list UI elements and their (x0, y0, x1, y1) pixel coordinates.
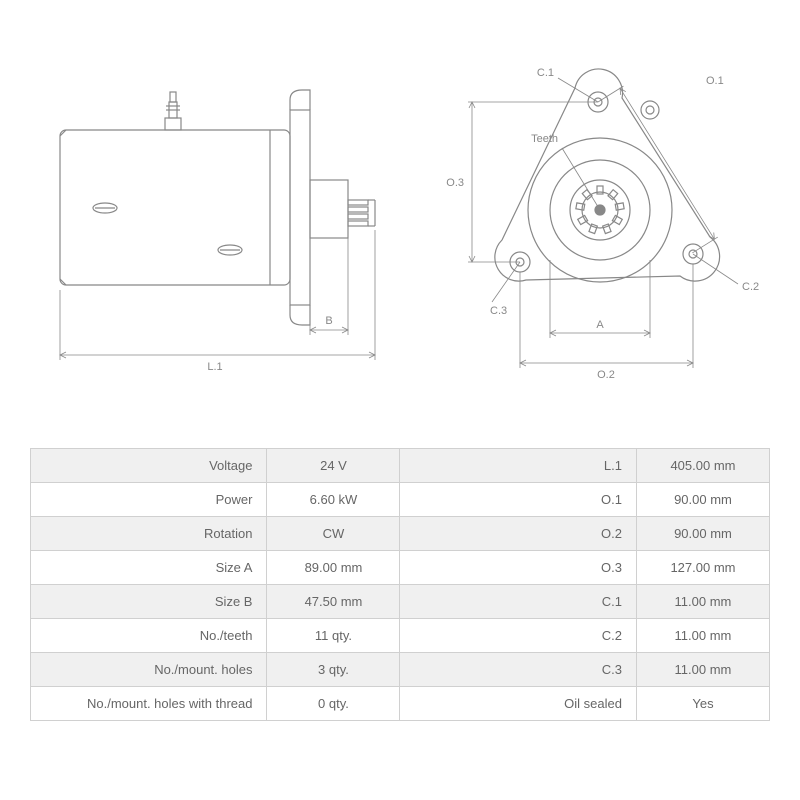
spec-label: Oil sealed (400, 687, 636, 721)
label-B: B (325, 315, 332, 327)
spec-table-body: Voltage24 VL.1405.00 mmPower6.60 kWO.190… (31, 449, 770, 721)
table-row: No./mount. holes3 qty.C.311.00 mm (31, 653, 770, 687)
spec-label: Voltage (31, 449, 267, 483)
table-row: Power6.60 kWO.190.00 mm (31, 483, 770, 517)
spec-label: O.3 (400, 551, 636, 585)
spec-value: 3 qty. (267, 653, 400, 687)
spec-value: 47.50 mm (267, 585, 400, 619)
spec-label: O.1 (400, 483, 636, 517)
label-O3: O.3 (446, 177, 464, 189)
spec-value: 90.00 mm (636, 517, 769, 551)
label-O1: O.1 (706, 75, 724, 87)
label-O2: O.2 (597, 369, 615, 381)
spec-label: C.1 (400, 585, 636, 619)
spec-value: 127.00 mm (636, 551, 769, 585)
label-C3: C.3 (490, 305, 507, 317)
spec-value: 11 qty. (267, 619, 400, 653)
table-row: Size B47.50 mmC.111.00 mm (31, 585, 770, 619)
table-row: No./mount. holes with thread0 qty.Oil se… (31, 687, 770, 721)
spec-label: Size B (31, 585, 267, 619)
spec-value: 405.00 mm (636, 449, 769, 483)
spec-value: 11.00 mm (636, 619, 769, 653)
spec-value: 24 V (267, 449, 400, 483)
spec-label: Size A (31, 551, 267, 585)
spec-value: 0 qty. (267, 687, 400, 721)
table-row: RotationCWO.290.00 mm (31, 517, 770, 551)
spec-value: 11.00 mm (636, 585, 769, 619)
label-C1: C.1 (537, 67, 554, 79)
technical-drawing: L.1 B (30, 40, 770, 420)
side-view: L.1 B (60, 90, 375, 373)
label-C2: C.2 (742, 281, 759, 293)
label-L1: L.1 (207, 361, 222, 373)
table-row: Size A89.00 mmO.3127.00 mm (31, 551, 770, 585)
front-view: Teeth C.1 C.2 C.3 O.3 O.1 O.2 (446, 67, 759, 381)
table-row: Voltage24 VL.1405.00 mm (31, 449, 770, 483)
spec-value: CW (267, 517, 400, 551)
spec-label: C.2 (400, 619, 636, 653)
spec-value: 6.60 kW (267, 483, 400, 517)
spec-label: L.1 (400, 449, 636, 483)
label-teeth: Teeth (531, 133, 558, 145)
spec-label: No./mount. holes (31, 653, 267, 687)
spec-label: No./mount. holes with thread (31, 687, 267, 721)
spec-value: 90.00 mm (636, 483, 769, 517)
spec-value: Yes (636, 687, 769, 721)
spec-label: No./teeth (31, 619, 267, 653)
table-row: No./teeth11 qty.C.211.00 mm (31, 619, 770, 653)
spec-label: C.3 (400, 653, 636, 687)
spec-label: Power (31, 483, 267, 517)
label-A: A (596, 319, 604, 331)
spec-table: Voltage24 VL.1405.00 mmPower6.60 kWO.190… (30, 448, 770, 721)
spec-value: 11.00 mm (636, 653, 769, 687)
spec-label: Rotation (31, 517, 267, 551)
spec-label: O.2 (400, 517, 636, 551)
spec-value: 89.00 mm (267, 551, 400, 585)
